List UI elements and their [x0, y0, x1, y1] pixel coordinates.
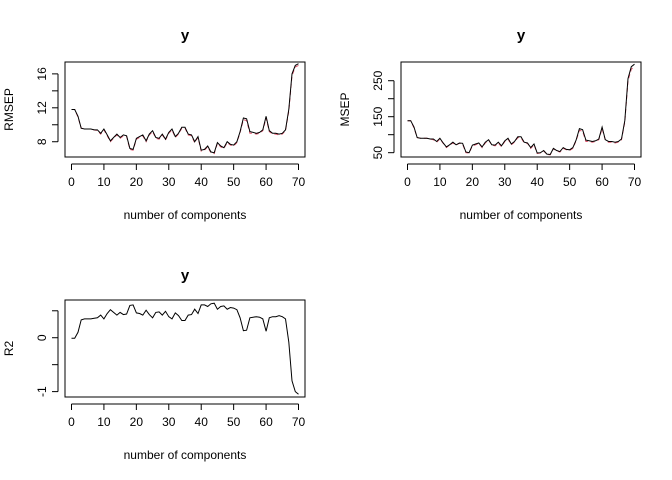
x-tick-label: 30 [162, 175, 176, 189]
plot-frame [64, 299, 306, 398]
chart-title: y [517, 27, 526, 44]
x-tick-label: 40 [195, 415, 209, 429]
y-tick-label: 16 [35, 67, 49, 81]
rmsep-panel: y 0 10 20 30 40 50 60 70 number of components 8 12 1… [2, 27, 306, 222]
x-tick-label: 60 [595, 175, 609, 189]
x-tick-label: 30 [498, 175, 512, 189]
x-tick-label: 10 [97, 415, 111, 429]
x-tick-label: 50 [563, 175, 577, 189]
x-tick-label: 60 [259, 415, 273, 429]
x-tick-label: 0 [68, 415, 75, 429]
y-axis-label: RMSEP [2, 88, 16, 131]
chart-title: y [181, 267, 190, 284]
adjusted-cv-line [71, 64, 299, 155]
x-tick-label: 70 [628, 175, 642, 189]
y-tick-label: 50 [371, 146, 385, 160]
y-tick-label: 250 [371, 70, 385, 90]
y-axis-label: MSEP [338, 92, 352, 126]
x-tick-label: 30 [162, 415, 176, 429]
x-axis-label: number of components [460, 208, 583, 222]
y-tick-label: -1 [35, 386, 49, 397]
y-tick-label: 150 [371, 106, 385, 126]
x-tick-label: 20 [466, 175, 480, 189]
cv-line [71, 63, 299, 154]
y-tick-label: 8 [35, 138, 49, 145]
x-tick-label: 40 [531, 175, 545, 189]
chart-title: y [181, 27, 190, 44]
x-axis-label: number of components [124, 208, 247, 222]
x-tick-label: 0 [68, 175, 75, 189]
x-tick-label: 60 [259, 175, 273, 189]
x-axis-label: number of components [124, 448, 247, 462]
plot-frame [400, 61, 642, 158]
x-tick-label: 70 [292, 415, 306, 429]
y-tick-label: 12 [35, 101, 49, 115]
x-tick-label: 0 [404, 175, 411, 189]
r2-panel: y 0 10 20 30 40 50 60 70 number of components -1 0 R… [2, 267, 306, 462]
cv-line [71, 302, 299, 395]
y-tick-label: 0 [35, 334, 49, 341]
x-tick-label: 40 [195, 175, 209, 189]
y-axis-label: R2 [2, 341, 16, 357]
x-tick-label: 50 [227, 415, 241, 429]
adjusted-cv-line [407, 66, 635, 156]
msep-panel: y 0 10 20 30 40 50 60 70 number of components 50 15… [338, 27, 642, 222]
cv-line [407, 63, 635, 156]
x-tick-label: 10 [97, 175, 111, 189]
x-tick-label: 50 [227, 175, 241, 189]
x-tick-label: 20 [130, 415, 144, 429]
plot-frame [64, 61, 306, 158]
x-tick-label: 20 [130, 175, 144, 189]
x-tick-label: 70 [292, 175, 306, 189]
x-tick-label: 10 [433, 175, 447, 189]
